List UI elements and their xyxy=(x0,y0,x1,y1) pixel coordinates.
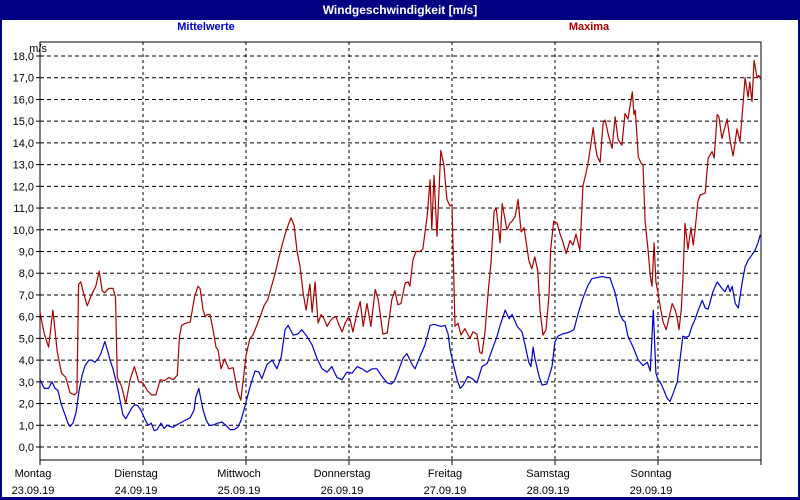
y-tick-label: 7,0 xyxy=(19,290,34,302)
y-tick-label: 5,0 xyxy=(19,333,34,345)
y-axis-unit-label: m/s xyxy=(29,43,47,55)
y-tick-label: 15,0 xyxy=(13,116,34,128)
y-tick-label: 12,0 xyxy=(13,181,34,193)
x-day-label: Donnerstag xyxy=(314,468,371,480)
y-tick-label: 13,0 xyxy=(13,160,34,172)
plot-frame xyxy=(39,41,762,461)
x-date-label: 25.09.19 xyxy=(218,485,261,497)
y-tick-label: 16,0 xyxy=(13,94,34,106)
title-bar: Windgeschwindigkeit [m/s] xyxy=(2,0,798,20)
y-tick-label: 4,0 xyxy=(19,355,34,367)
y-tick-label: 18,0 xyxy=(13,51,34,63)
y-tick-label: 2,0 xyxy=(19,399,34,411)
y-tick-label: 17,0 xyxy=(13,73,34,85)
x-date-label: 24.09.19 xyxy=(115,485,158,497)
y-tick-label: 11,0 xyxy=(13,203,34,215)
x-day-label: Samstag xyxy=(526,468,569,480)
x-date-label: 28.09.19 xyxy=(527,485,570,497)
legend-mean-label: Mittelwerte xyxy=(177,21,235,33)
chart-canvas: 0,0 1,0 2,0 3,0 4,0 5,0 6,0 7,0 8,0 9,0 10,0 11,0 12… xyxy=(12,41,762,497)
x-date-label: 23.09.19 xyxy=(12,485,55,497)
x-day-label: Sonntag xyxy=(631,468,672,480)
x-date-label: 29.09.19 xyxy=(630,485,673,497)
x-day-label: Freitag xyxy=(428,468,462,480)
legend-max-label: Maxima xyxy=(568,21,610,33)
y-tick-label: 14,0 xyxy=(13,138,34,150)
x-day-label: Mittwoch xyxy=(217,468,260,480)
series-line-mittelwerte xyxy=(39,234,761,432)
y-tick-label: 8,0 xyxy=(19,268,34,280)
x-day-label: Montag xyxy=(15,468,52,480)
y-tick-label: 9,0 xyxy=(19,247,34,259)
y-tick-label: 6,0 xyxy=(19,312,34,324)
y-tick-label: 10,0 xyxy=(13,225,34,237)
x-date-label: 27.09.19 xyxy=(424,485,467,497)
series-line-maxima xyxy=(39,59,762,405)
y-tick-label: 1,0 xyxy=(19,420,34,432)
window-title: Windgeschwindigkeit [m/s] xyxy=(322,3,478,17)
x-day-label: Dienstag xyxy=(114,468,157,480)
x-date-label: 26.09.19 xyxy=(321,485,364,497)
y-tick-label: 3,0 xyxy=(19,377,34,389)
y-tick-label: 0,0 xyxy=(19,442,34,454)
